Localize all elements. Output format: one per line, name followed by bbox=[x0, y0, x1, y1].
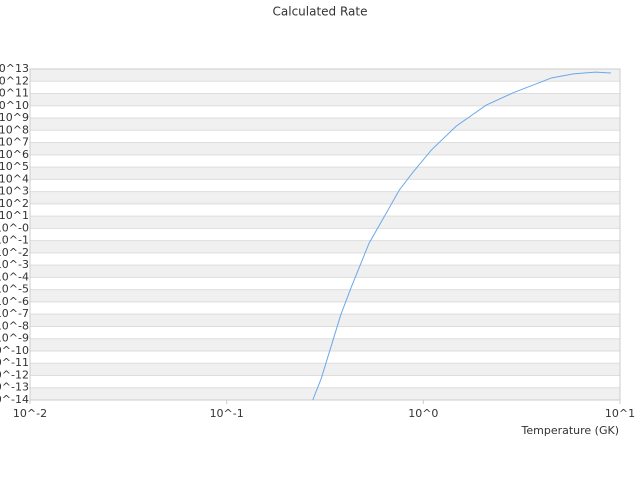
y-tick-label: 10^1 bbox=[0, 209, 29, 222]
grid-band bbox=[30, 265, 620, 278]
y-tick-label: 10^-8 bbox=[0, 319, 29, 332]
y-tick-label: 10^3 bbox=[0, 185, 29, 198]
plot-frame bbox=[29, 68, 621, 401]
y-tick-label: 10^-12 bbox=[0, 368, 29, 381]
y-tick-label: 10^7 bbox=[0, 136, 29, 149]
y-tick-label: 10^2 bbox=[0, 197, 29, 210]
x-tick-label: 10^0 bbox=[408, 407, 438, 420]
y-tick-label: 10^12 bbox=[0, 74, 29, 87]
grid-band bbox=[30, 314, 620, 327]
y-tick-label: 10^-11 bbox=[0, 356, 29, 369]
y-tick-label: 10^6 bbox=[0, 148, 29, 161]
x-tick-label: 10^-1 bbox=[210, 407, 244, 420]
grid-band bbox=[30, 191, 620, 204]
grid-band bbox=[30, 93, 620, 106]
y-tick-label: 10^5 bbox=[0, 160, 29, 173]
grid-band bbox=[30, 216, 620, 229]
y-tick-label: 10^-6 bbox=[0, 295, 29, 308]
grid-band bbox=[30, 387, 620, 400]
y-tick-label: 10^-14 bbox=[0, 393, 29, 406]
y-tick-label: 10^-1 bbox=[0, 234, 29, 247]
grid-band bbox=[30, 240, 620, 253]
y-tick-label: 10^8 bbox=[0, 123, 29, 136]
y-tick-label: 10^-2 bbox=[0, 246, 29, 259]
y-tick-label: 10^-3 bbox=[0, 258, 29, 271]
grid-band bbox=[30, 167, 620, 180]
y-tick-label: 10^-13 bbox=[0, 381, 29, 394]
y-tick-label: 10^-4 bbox=[0, 270, 29, 283]
grid-band bbox=[30, 289, 620, 302]
data-line bbox=[312, 71, 612, 401]
grid-band bbox=[30, 69, 620, 82]
y-tick-label: 10^13 bbox=[0, 62, 29, 75]
x-axis-label: Temperature (GK) bbox=[521, 424, 620, 437]
x-tick-label: 10^-2 bbox=[13, 407, 47, 420]
y-tick-label: 10^-10 bbox=[0, 344, 29, 357]
grid-band bbox=[30, 363, 620, 376]
y-tick-label: 10^-5 bbox=[0, 283, 29, 296]
y-tick-label: 10^9 bbox=[0, 111, 29, 124]
x-tick-label: 10^1 bbox=[605, 407, 635, 420]
y-tick-label: 10^10 bbox=[0, 99, 29, 112]
grid-band bbox=[30, 338, 620, 351]
grid-band bbox=[30, 142, 620, 155]
y-tick-label: 10^11 bbox=[0, 87, 29, 100]
chart-title: Calculated Rate bbox=[273, 5, 368, 19]
y-tick-label: 10^-9 bbox=[0, 332, 29, 345]
y-tick-label: 10^-0 bbox=[0, 221, 29, 234]
y-tick-label: 10^4 bbox=[0, 172, 29, 185]
grid-band bbox=[30, 118, 620, 131]
y-tick-label: 10^-7 bbox=[0, 307, 29, 320]
